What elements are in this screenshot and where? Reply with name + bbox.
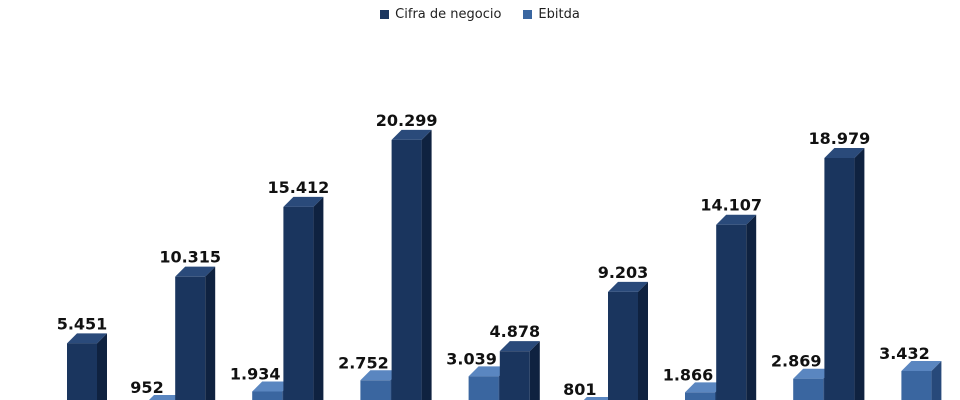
- data-label-ebitda-1: 1.934: [230, 365, 281, 384]
- bar-ebitda-5-front: [685, 392, 715, 400]
- bar-cifra-3-side: [421, 129, 432, 400]
- bar-cifra-0-side: [97, 333, 107, 400]
- data-label-cifra-6: 14.107: [700, 196, 762, 215]
- legend-item-ebitda: Ebitda: [523, 7, 580, 22]
- bar-cifra-7-front: [824, 157, 855, 400]
- bar-cifra-6-front: [716, 224, 747, 400]
- bar-cifra-7: [824, 147, 865, 400]
- bar-ebitda-1-front: [252, 391, 283, 400]
- data-label-cifra-2: 15.412: [268, 178, 330, 197]
- bar-cifra-4-top: [499, 341, 540, 352]
- data-label-ebitda-4: 801: [563, 380, 596, 399]
- bar-ebitda-3-front: [468, 376, 499, 400]
- data-label-ebitda-3: 3.039: [446, 349, 497, 368]
- data-label-cifra-1: 10.315: [159, 248, 221, 267]
- bar-cifra-2: [283, 196, 324, 400]
- bar-cifra-2-front: [283, 206, 314, 400]
- bar-cifra-1: [175, 266, 216, 400]
- bar-cifra-6-side: [746, 214, 757, 400]
- bar-cifra-4: [499, 341, 540, 400]
- data-label-cifra-0: 5.451: [57, 314, 108, 333]
- bar-ebitda-2-front: [360, 380, 391, 400]
- bar-cifra-4-front: [499, 351, 530, 400]
- bar-ebitda-7-top: [901, 360, 942, 371]
- bar-cifra-2-top: [283, 196, 324, 207]
- bar-cifra-1-front: [175, 276, 206, 400]
- bar-cifra-6: [716, 214, 757, 400]
- bar-ebitda-3-top: [468, 366, 509, 377]
- bar-cifra-0: [67, 333, 107, 400]
- bar-ebitda-7: [901, 360, 942, 400]
- legend-label-cifra: Cifra de negocio: [395, 7, 502, 22]
- bar-cifra-1-side: [205, 266, 216, 400]
- legend-item-cifra: Cifra de negocio: [380, 7, 501, 22]
- bar-cifra-6-top: [716, 214, 757, 225]
- bar-cifra-3-front: [391, 139, 422, 400]
- bar-cifra-3: [391, 129, 432, 400]
- data-label-ebitda-7: 3.432: [879, 344, 930, 363]
- bar-cifra-0-front: [67, 343, 97, 400]
- legend: Cifra de negocio Ebitda: [0, 7, 960, 22]
- bar-cifra-1-top: [175, 266, 216, 277]
- bar-cifra-0-top: [67, 333, 107, 344]
- data-label-ebitda-5: 1.866: [663, 365, 714, 384]
- bar-ebitda-7-side: [931, 360, 942, 400]
- bar-ebitda-6-top: [793, 368, 834, 379]
- data-label-ebitda-6: 2.869: [771, 352, 822, 371]
- bar-cifra-5-side: [638, 281, 648, 400]
- data-label-cifra-3: 20.299: [376, 111, 438, 130]
- legend-swatch-cifra: [380, 10, 390, 19]
- bar-ebitda-6-front: [793, 378, 824, 400]
- bar-cifra-5-top: [608, 281, 648, 292]
- bar-cifra-4-side: [529, 341, 540, 400]
- data-label-cifra-7: 18.979: [809, 129, 871, 148]
- bar-ebitda-1-top: [252, 381, 293, 392]
- bar-cifra-5: [608, 281, 648, 400]
- data-label-ebitda-2: 2.752: [338, 353, 389, 372]
- bar-cifra-7-top: [824, 147, 865, 158]
- bar-cifra-5-front: [608, 291, 638, 400]
- bar-ebitda-2-top: [360, 370, 401, 381]
- bar-cifra-3-top: [391, 129, 432, 140]
- bar-cifra-2-side: [313, 196, 324, 400]
- data-label-cifra-5: 9.203: [598, 263, 649, 282]
- legend-swatch-ebitda: [523, 10, 533, 19]
- legend-label-ebitda: Ebitda: [538, 7, 580, 22]
- bar-cifra-7-side: [854, 147, 865, 400]
- data-label-ebitda-0: 952: [130, 378, 163, 397]
- bar-ebitda-5-top: [685, 382, 725, 393]
- bar-ebitda-7-front: [901, 370, 932, 400]
- data-label-cifra-4: 4.878: [489, 322, 540, 341]
